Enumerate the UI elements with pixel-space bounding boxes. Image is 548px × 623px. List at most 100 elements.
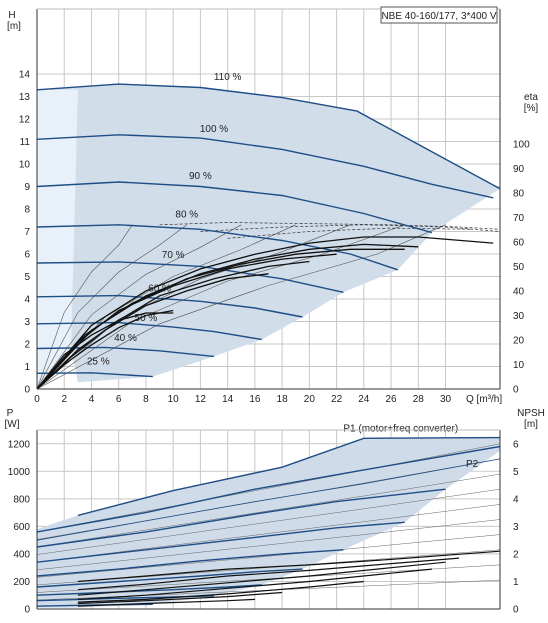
- npsh-curve: [77, 598, 255, 607]
- p-tick-label: 800: [13, 494, 30, 505]
- x-tick-label: 22: [331, 394, 343, 405]
- npsh-curve: [77, 550, 501, 583]
- x-tick-label: 30: [440, 394, 452, 405]
- p-tick-label: 400: [13, 549, 30, 560]
- npsh-tick-label: 6: [513, 439, 519, 450]
- x-tick-label: 28: [413, 394, 425, 405]
- y-axis-label: H: [8, 10, 15, 21]
- efficiency-curve: [36, 273, 269, 390]
- p-tick-label: 200: [13, 577, 30, 588]
- npsh-tick-label: 0: [513, 605, 519, 616]
- system-curve-thin: [36, 224, 405, 390]
- efficiency-curve: [36, 260, 310, 390]
- npsh-curve: [77, 557, 460, 591]
- chart-title: NBE 40-160/177, 3*400 V: [381, 11, 496, 22]
- speed-label: 80 %: [175, 209, 198, 220]
- system-curve-thin: [36, 224, 133, 390]
- x-tick-label: 16: [249, 394, 261, 405]
- y-tick-label: 7: [24, 227, 30, 238]
- npsh-tick-label: 4: [513, 494, 519, 505]
- y-tick-label: 9: [24, 182, 30, 193]
- system-curve-thin: [36, 224, 187, 390]
- speed-curve-50: [36, 321, 262, 341]
- y-tick-label: 0: [24, 385, 30, 396]
- power-thin-line: [36, 488, 501, 555]
- speed-curve-110: [36, 83, 501, 190]
- npsh-tick-label: 1: [513, 577, 519, 588]
- npsh-tick-label: 5: [513, 467, 519, 478]
- speed-label: 40 %: [114, 333, 137, 344]
- efficiency-dashed-line: [227, 227, 473, 239]
- npsh-axis-unit: [m]: [524, 419, 538, 430]
- efficiency-curve: [36, 312, 174, 390]
- x-tick-label: 14: [222, 394, 234, 405]
- system-curve-thin: [36, 224, 242, 390]
- npsh-curve: [77, 580, 364, 603]
- y-tick-label: 1: [24, 362, 30, 373]
- eta-tick-label: 100: [513, 139, 530, 150]
- power-curve: [77, 436, 501, 517]
- x-tick-label: 18: [277, 394, 289, 405]
- y-axis-unit: [m]: [7, 21, 21, 32]
- eta-tick-label: 40: [513, 286, 525, 297]
- x-tick-label: 24: [358, 394, 370, 405]
- p-axis-label: P: [7, 408, 14, 419]
- eta-axis-unit: [%]: [524, 103, 539, 114]
- y-tick-label: 4: [24, 295, 30, 306]
- eta-tick-label: 90: [513, 164, 525, 175]
- y-tick-label: 10: [19, 160, 31, 171]
- x-tick-label: 0: [34, 394, 40, 405]
- power-curve: [36, 549, 344, 577]
- npsh-curve: [77, 561, 446, 596]
- x-tick-label: 2: [61, 394, 67, 405]
- operating-region-light: [37, 89, 78, 390]
- power-thin-line: [36, 473, 501, 548]
- x-tick-label: 12: [195, 394, 207, 405]
- speed-curve-100: [36, 134, 494, 199]
- eta-tick-label: 0: [513, 385, 519, 396]
- power-thin-line: [36, 504, 501, 563]
- power-thin-line: [36, 534, 501, 578]
- y-tick-label: 3: [24, 317, 30, 328]
- power-legend-label: P2: [466, 459, 479, 470]
- power-thin-line: [36, 443, 501, 533]
- npsh-curve: [77, 591, 283, 605]
- y-tick-label: 12: [19, 115, 31, 126]
- y-tick-label: 5: [24, 272, 30, 283]
- p-tick-label: 1000: [8, 467, 31, 478]
- efficiency-curve: [36, 236, 494, 390]
- p-tick-label: 600: [13, 522, 30, 533]
- system-curve-thin: [36, 224, 351, 390]
- power-curve: [36, 568, 303, 588]
- speed-label: 70 %: [162, 250, 185, 261]
- x-axis-label: Q [m³/h]: [466, 394, 502, 405]
- eta-axis-label: eta: [524, 92, 538, 103]
- power-curve: [36, 488, 446, 548]
- efficiency-curve: [36, 248, 405, 390]
- eta-tick-label: 30: [513, 311, 525, 322]
- p-tick-label: 0: [24, 605, 30, 616]
- x-tick-label: 20: [304, 394, 316, 405]
- power-curve: [36, 521, 405, 563]
- speed-label: 50 %: [135, 313, 158, 324]
- speed-label: 60 %: [148, 284, 171, 295]
- efficiency-curve: [36, 309, 174, 390]
- y-tick-label: 13: [19, 92, 31, 103]
- speed-label: 25 %: [87, 357, 110, 368]
- x-tick-label: 4: [89, 394, 95, 405]
- eta-tick-label: 50: [513, 262, 525, 273]
- y-tick-label: 14: [19, 70, 31, 81]
- p2-curve: [36, 458, 501, 541]
- y-tick-label: 6: [24, 250, 30, 261]
- eta-tick-label: 80: [513, 188, 525, 199]
- speed-curve-90: [36, 181, 433, 234]
- y-tick-label: 11: [20, 137, 31, 148]
- x-tick-label: 26: [385, 394, 397, 405]
- speed-label: 110 %: [214, 72, 242, 83]
- efficiency-dashed-line: [159, 222, 501, 230]
- power-legend-label: P1 (motor+freq converter): [343, 423, 458, 434]
- speed-label: 90 %: [189, 171, 212, 182]
- npsh-tick-label: 2: [513, 549, 519, 560]
